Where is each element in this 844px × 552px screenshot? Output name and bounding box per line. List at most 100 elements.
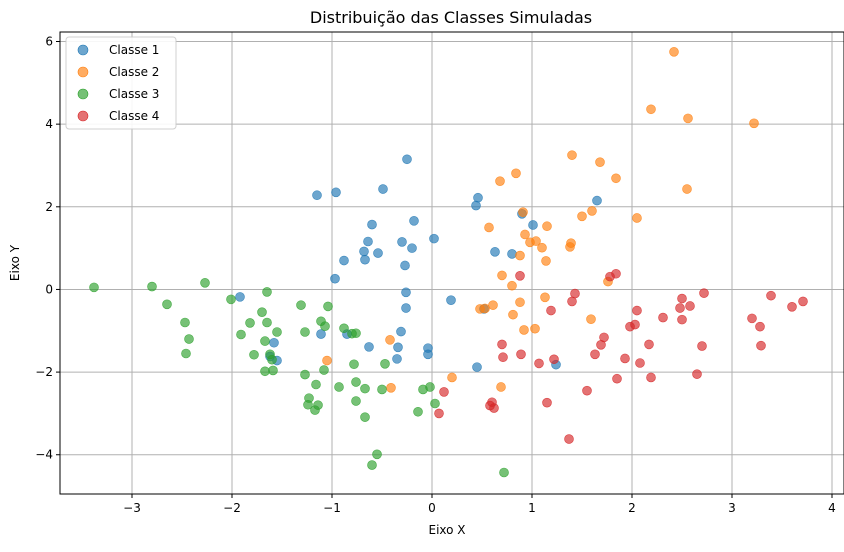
scatter-point-classe-3: [323, 301, 333, 312]
scatter-point-classe-1: [359, 246, 369, 257]
x-tick-label: 0: [428, 501, 436, 515]
scatter-point-classe-3: [300, 327, 310, 337]
scatter-point-classe-3: [162, 299, 172, 310]
legend-marker-classe-1: [77, 44, 89, 56]
scatter-point-classe-4: [534, 358, 544, 369]
scatter-point-classe-1: [235, 292, 245, 302]
scatter-point-classe-2: [511, 168, 521, 179]
scatter-point-classe-1: [393, 342, 403, 353]
scatter-point-classe-2: [497, 270, 507, 281]
scatter-point-classe-2: [507, 280, 517, 291]
scatter-point-classe-2: [531, 236, 541, 246]
scatter-point-classe-3: [360, 383, 370, 394]
scatter-point-classe-1: [360, 254, 370, 265]
scatter-point-classe-1: [396, 326, 406, 337]
scatter-point-classe-2: [542, 221, 552, 232]
legend-label-classe-2: Classe 2: [109, 65, 159, 79]
scatter-point-classe-2: [495, 176, 505, 186]
scatter-point-classe-2: [541, 256, 551, 266]
scatter-point-classe-4: [675, 303, 685, 313]
scatter-point-classe-2: [530, 323, 540, 334]
x-tick-label: 1: [528, 501, 536, 515]
scatter-point-classe-2: [540, 292, 550, 303]
scatter-point-classe-1: [397, 237, 407, 247]
scatter-point-classe-4: [582, 385, 592, 396]
points-layer: [89, 47, 808, 478]
scatter-point-classe-2: [520, 229, 530, 240]
scatter-point-classe-1: [378, 184, 388, 194]
scatter-point-classe-3: [380, 359, 390, 369]
scatter-point-classe-4: [497, 339, 507, 350]
scatter-point-classe-2: [595, 157, 605, 167]
scatter-point-classe-3: [310, 405, 320, 415]
scatter-point-classe-1: [373, 248, 383, 258]
scatter-point-classe-3: [226, 294, 236, 305]
scatter-point-classe-3: [184, 334, 194, 344]
scatter-point-classe-3: [351, 328, 361, 339]
scatter-point-classe-1: [472, 362, 482, 372]
y-axis-label: Eixo Y: [8, 244, 22, 281]
scatter-point-classe-3: [367, 460, 377, 470]
scatter-point-classe-4: [632, 305, 642, 316]
scatter-point-classe-3: [249, 349, 259, 360]
scatter-point-classe-3: [351, 396, 361, 406]
scatter-point-classe-4: [747, 313, 757, 324]
scatter-point-classe-1: [330, 273, 340, 284]
x-tick-label: 2: [628, 501, 636, 515]
scatter-point-classe-4: [564, 434, 574, 444]
y-tick-label: 6: [45, 35, 53, 49]
scatter-point-classe-2: [515, 250, 525, 261]
scatter-point-classe-3: [260, 336, 270, 346]
scatter-point-classe-3: [267, 354, 277, 365]
scatter-point-classe-3: [339, 323, 349, 334]
x-tick-label: 3: [728, 501, 736, 515]
scatter-point-classe-4: [625, 321, 635, 332]
scatter-point-classe-3: [320, 321, 330, 332]
scatter-point-classe-2: [480, 303, 490, 314]
scatter-point-classe-4: [567, 296, 577, 307]
scatter-point-classe-4: [439, 387, 449, 397]
scatter-point-classe-4: [699, 288, 709, 298]
scatter-point-classe-1: [367, 219, 377, 230]
scatter-point-classe-3: [262, 317, 272, 328]
scatter-point-classe-1: [473, 192, 483, 203]
scatter-point-classe-3: [147, 281, 157, 292]
scatter-point-classe-2: [386, 382, 396, 393]
scatter-point-classe-3: [311, 379, 321, 390]
scatter-point-classe-1: [269, 337, 279, 348]
scatter-point-classe-2: [587, 206, 597, 216]
scatter-point-classe-2: [749, 118, 759, 129]
grid-layer: [60, 32, 844, 494]
legend-label-classe-1: Classe 1: [109, 43, 159, 57]
scatter-point-classe-2: [508, 309, 518, 320]
scatter-point-classe-3: [360, 412, 370, 422]
scatter-point-classe-2: [322, 355, 332, 366]
scatter-point-classe-2: [565, 242, 575, 252]
scatter-point-classe-1: [392, 354, 402, 364]
scatter-point-classe-1: [400, 260, 410, 271]
scatter-point-classe-1: [429, 233, 439, 244]
y-tick-label: 0: [45, 282, 53, 296]
legend-box: [65, 36, 177, 130]
scatter-point-classe-3: [349, 359, 359, 370]
scatter-point-classe-3: [319, 365, 329, 375]
scatter-point-classe-4: [620, 353, 630, 364]
scatter-point-classe-3: [180, 317, 190, 328]
scatter-point-classe-1: [409, 216, 419, 226]
scatter-point-classe-4: [599, 332, 609, 343]
scatter-point-classe-1: [490, 247, 500, 257]
scatter-point-classe-1: [407, 243, 417, 253]
legend-label-classe-3: Classe 3: [109, 87, 159, 101]
scatter-point-classe-3: [334, 382, 344, 392]
scatter-point-classe-2: [447, 372, 457, 383]
scatter-point-classe-4: [434, 408, 444, 419]
scatter-point-classe-1: [528, 220, 538, 230]
scatter-point-classe-4: [644, 339, 654, 350]
legend-marker-classe-3: [77, 88, 89, 100]
scatter-point-classe-2: [515, 297, 525, 308]
scatter-point-classe-4: [516, 349, 526, 360]
scatter-point-classe-3: [377, 384, 387, 395]
scatter-point-classe-4: [498, 352, 508, 363]
scatter-point-classe-3: [262, 287, 272, 297]
